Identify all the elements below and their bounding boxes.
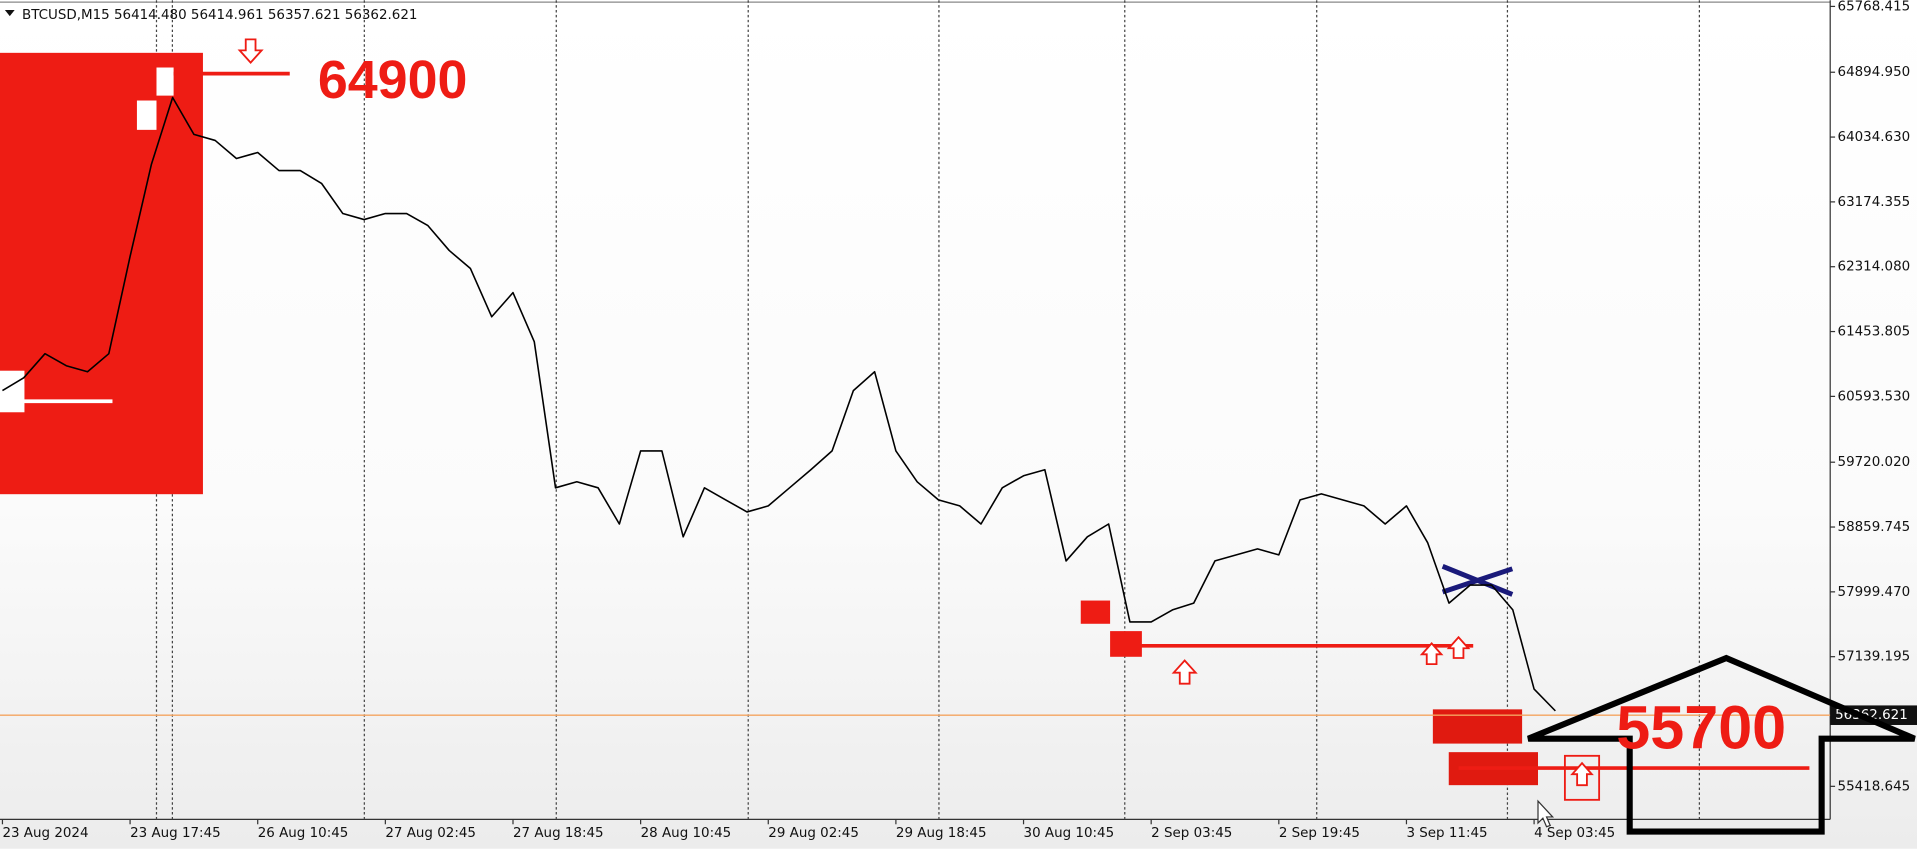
y-tick-label: 59720.020 [1838, 455, 1911, 470]
y-tick-label: 62314.080 [1838, 260, 1911, 275]
x-tick-label: 27 Aug 02:45 [385, 826, 476, 841]
y-tick-label: 65768.415 [1838, 0, 1911, 14]
x-tick-label: 23 Aug 2024 [2, 826, 88, 841]
zones [0, 38, 1810, 801]
x-tick-label: 23 Aug 17:45 [130, 826, 221, 841]
y-tick-label: 63174.355 [1838, 195, 1911, 210]
y-tick-label: 57999.470 [1838, 585, 1911, 600]
marks [0, 96, 1831, 716]
up-arrow [1446, 635, 1471, 659]
x-tick-label: 28 Aug 10:45 [641, 826, 732, 841]
x-tick-label: 26 Aug 10:45 [258, 826, 349, 841]
annotation: 64900 [318, 50, 468, 110]
supply-zone [0, 52, 203, 495]
x-tick-label: 2 Sep 03:45 [1151, 826, 1232, 841]
up-arrow [1171, 659, 1198, 685]
x-tick-label: 2 Sep 19:45 [1279, 826, 1360, 841]
x-tick-label: 29 Aug 18:45 [896, 826, 987, 841]
x-tick-label: 3 Sep 11:45 [1406, 826, 1487, 841]
header-triangle [4, 10, 15, 17]
cross-mark [1441, 564, 1514, 597]
marker-box [1563, 754, 1601, 801]
up-arrow [1419, 641, 1444, 666]
price-line [2, 96, 1556, 712]
y-tick-label: 55418.645 [1838, 779, 1911, 794]
demand-block [1080, 600, 1111, 624]
y-tick-label: 64034.630 [1838, 130, 1911, 145]
y-tick-label: 64894.950 [1838, 65, 1911, 80]
zone-gap [0, 370, 25, 413]
y-tick-label: 60593.530 [1838, 389, 1911, 404]
y-tick-label: 57139.195 [1838, 650, 1911, 665]
arrow-outline [1527, 654, 1916, 835]
down-arrow [237, 38, 264, 64]
zone-gap [136, 100, 157, 130]
chart-header: BTCUSD,M15 56414.480 56414.961 56357.621… [22, 8, 417, 23]
y-tick-label: 61453.805 [1838, 325, 1911, 340]
cross-stroke [1441, 566, 1514, 595]
up-arrow [1570, 761, 1594, 787]
y-tick-label: 58859.745 [1838, 520, 1911, 535]
zone-gap [156, 67, 174, 96]
big-arrow [1527, 654, 1916, 835]
annotation: 55700 [1616, 693, 1786, 761]
x-tick-label: 4 Sep 03:45 [1534, 826, 1615, 841]
mouse-cursor [1537, 799, 1555, 828]
x-tick-label: 30 Aug 10:45 [1024, 826, 1115, 841]
x-tick-label: 27 Aug 18:45 [513, 826, 604, 841]
x-tick-label: 29 Aug 02:45 [768, 826, 859, 841]
